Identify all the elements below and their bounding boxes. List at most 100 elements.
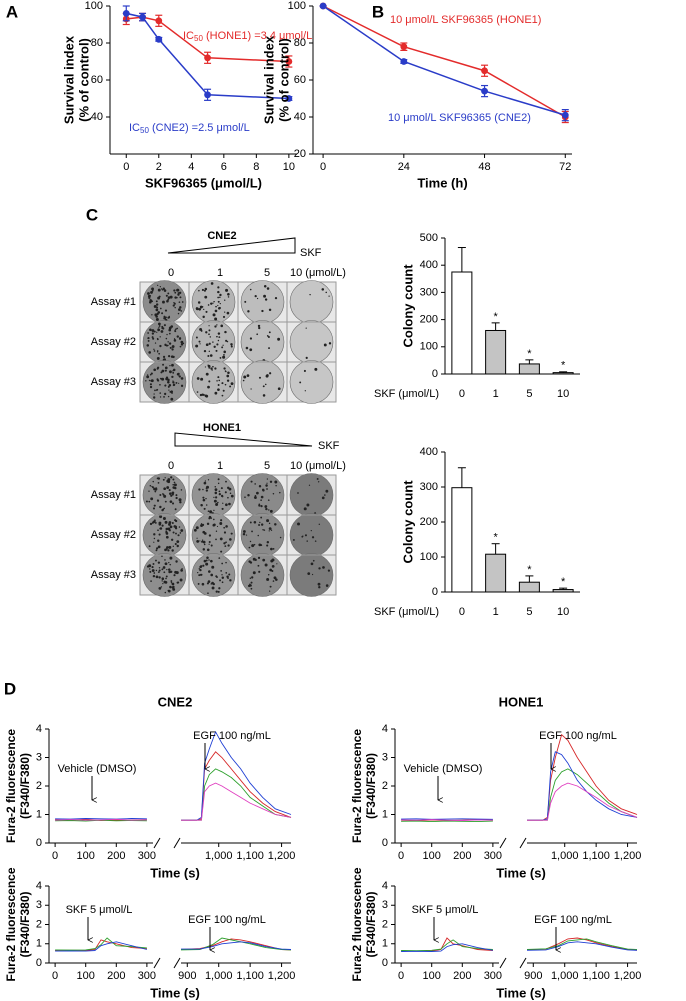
colony-dot: [274, 523, 277, 526]
x-tick-label: 1,200: [614, 850, 642, 862]
colony-dot: [305, 356, 308, 359]
colony-dot: [153, 533, 156, 536]
colony-dot: [172, 531, 175, 534]
colony-dot: [198, 340, 201, 343]
colony-dot: [268, 530, 270, 532]
colony-dot: [173, 289, 176, 292]
colony-dot: [266, 478, 268, 480]
colony-dot: [205, 394, 209, 398]
plate-well: [289, 280, 334, 324]
error-bar: [491, 543, 500, 555]
colony-dot: [161, 377, 165, 381]
colony-dot: [253, 520, 257, 524]
colony-dot: [230, 532, 233, 535]
y-tick-label: 3: [36, 899, 42, 911]
colony-dot: [220, 324, 224, 328]
colony-dot: [168, 568, 171, 571]
colony-dot: [223, 526, 226, 529]
colony-dot: [157, 545, 161, 549]
colony-dot: [208, 333, 210, 336]
colony-dot: [164, 369, 167, 372]
colony-dot: [311, 536, 315, 539]
colony-dot: [199, 565, 202, 569]
annotation: EGF 100 ng/mL: [534, 914, 612, 926]
colony-dot: [257, 324, 261, 328]
colony-dot: [214, 309, 218, 313]
colony-dot: [222, 315, 226, 319]
colony-dot: [224, 311, 226, 313]
plate-well: [289, 473, 334, 517]
colony-dot: [169, 563, 172, 566]
x-axis-label: Time (s): [496, 985, 546, 1000]
colony-dot: [310, 562, 314, 566]
colony-dot: [220, 550, 223, 553]
colony-dot: [146, 565, 150, 568]
colony-dot: [276, 563, 278, 565]
colony-dot: [171, 549, 174, 552]
error-bar: [559, 371, 568, 373]
colony-dot: [172, 368, 176, 372]
colony-dot: [165, 376, 169, 379]
colony-dot: [205, 559, 208, 562]
colony-dot: [147, 339, 150, 342]
x-tick-label: 100: [423, 850, 441, 862]
colony-dot: [274, 296, 278, 300]
x-tick-label: 0: [459, 606, 465, 618]
colony-dot: [214, 488, 218, 492]
y-tick-label: 200: [420, 314, 438, 326]
x-tick-label: 1,100: [236, 970, 264, 982]
colony-dot: [250, 388, 252, 390]
colony-dot: [207, 355, 210, 357]
colony-dot: [181, 301, 184, 303]
bar: [552, 589, 574, 593]
colony-dot: [229, 579, 232, 582]
colony-dot: [208, 380, 211, 383]
colony-dot: [221, 581, 224, 584]
series-line: [322, 5, 566, 116]
colony-dot: [219, 522, 223, 525]
annotation: Vehicle (DMSO): [404, 763, 483, 775]
colony-dot: [279, 536, 282, 539]
colony-dot: [202, 496, 205, 499]
colony-dot: [151, 336, 154, 339]
colony-dot: [169, 500, 173, 503]
colony-dot: [165, 294, 168, 297]
y-axis-label: (% of control): [276, 38, 291, 122]
colony-dot: [171, 348, 174, 351]
colony-dot: [269, 509, 273, 513]
colony-dot: [195, 307, 198, 310]
x-tick-label: 0: [52, 850, 58, 862]
colony-dot: [256, 297, 259, 300]
colony-dot: [177, 292, 180, 294]
colony-dot: [322, 566, 325, 569]
x-tick-label: 2: [156, 161, 162, 173]
colony-dot: [208, 541, 211, 544]
colony-dot: [277, 337, 281, 341]
colony-dot: [273, 576, 277, 580]
colony-dot: [151, 569, 155, 572]
axis-break: [153, 957, 161, 969]
y-tick-label: 2: [382, 780, 388, 792]
colony-dot: [179, 338, 181, 340]
colony-dot: [175, 494, 178, 497]
colony-dot: [157, 539, 160, 542]
colony-dot: [207, 510, 210, 513]
colony-dot: [220, 570, 222, 572]
colony-dot: [247, 494, 250, 497]
colony-dot: [155, 569, 158, 572]
trace-line: [401, 943, 493, 952]
colony-dot: [167, 478, 171, 482]
significance-mark: *: [493, 532, 498, 544]
colony-dot: [170, 476, 173, 479]
colony-dot: [164, 316, 167, 319]
colony-dot: [266, 544, 269, 547]
colony-dot: [153, 572, 156, 574]
colony-dot: [212, 365, 214, 368]
dose-label: 5: [264, 267, 270, 279]
colony-dot: [217, 296, 220, 299]
x-tick-label: 100: [77, 970, 95, 982]
colony-dot: [210, 544, 213, 547]
dose-label: 1: [217, 267, 223, 279]
panel-title: CNE2: [158, 694, 193, 709]
colony-dot: [163, 494, 167, 498]
